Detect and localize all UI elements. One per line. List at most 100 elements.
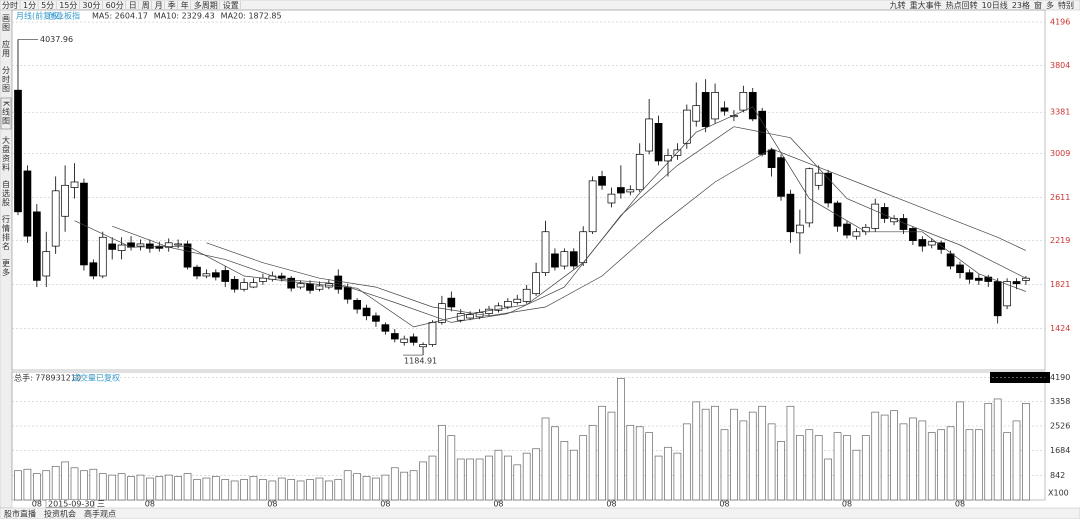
- candle-body: [249, 282, 258, 288]
- volume-bar: [108, 474, 117, 501]
- volume-bar: [993, 398, 1002, 501]
- side-tab[interactable]: 自选股: [2, 179, 11, 207]
- candle-body: [588, 180, 597, 233]
- candle-body: [183, 243, 192, 268]
- candle-body: [833, 202, 842, 227]
- annotation: 4037.96: [40, 35, 73, 44]
- candle-body: [146, 243, 154, 249]
- chart-subtitle: 创业板指: [48, 11, 80, 21]
- ma-line: [206, 148, 1027, 317]
- toolbar-button[interactable]: 热点回转: [946, 0, 978, 10]
- x-tick-label: 08: [380, 500, 390, 509]
- toolbar-button[interactable]: 15分: [59, 1, 77, 10]
- volume-bar: [230, 480, 239, 501]
- side-tab[interactable]: 画图: [2, 14, 11, 32]
- side-tab[interactable]: 更多: [2, 259, 11, 277]
- x-tick-label: 08: [719, 500, 729, 509]
- toolbar-button[interactable]: 特别: [1058, 0, 1074, 10]
- bottom-bar: [0, 507, 1080, 519]
- cursor-label: 2015-09-30 三: [48, 500, 105, 509]
- ma-legend: MA5: 2604.17: [92, 12, 148, 21]
- volume-bar: [654, 455, 663, 501]
- volume-bar: [598, 405, 606, 501]
- toolbar-button[interactable]: 23格: [1012, 0, 1030, 10]
- candle-body: [918, 239, 927, 247]
- toolbar-button[interactable]: 月: [155, 1, 163, 10]
- toolbar-button[interactable]: 重大事件: [910, 0, 942, 10]
- toolbar-button[interactable]: 周: [142, 1, 150, 10]
- candle-body: [485, 308, 493, 314]
- toolbar-button[interactable]: 多周期: [194, 0, 218, 10]
- toolbar-button[interactable]: 季: [168, 0, 176, 10]
- volume-bar: [720, 429, 729, 501]
- bottom-tab[interactable]: 高手观点: [84, 509, 116, 519]
- toolbar-button[interactable]: 多: [1046, 0, 1054, 10]
- candle-body: [108, 243, 117, 250]
- volume-bar: [14, 470, 22, 501]
- volume-bar: [447, 435, 456, 501]
- volume-unit: X100: [1048, 489, 1069, 498]
- toolbar-button[interactable]: 日: [129, 1, 137, 10]
- bottom-tab[interactable]: 股市直播: [4, 509, 36, 519]
- volume-bar: [532, 448, 540, 501]
- volume-bar: [353, 473, 361, 501]
- volume-bar: [946, 426, 955, 501]
- toolbar-button[interactable]: 九转: [890, 0, 906, 10]
- candle-body: [438, 303, 446, 323]
- candle-body: [626, 189, 635, 193]
- volume-bar: [277, 477, 286, 501]
- toolbar-button[interactable]: 1分: [23, 1, 36, 10]
- toolbar-button[interactable]: 60分: [106, 1, 124, 10]
- toolbar-button[interactable]: 10日线: [982, 0, 1008, 10]
- candle-body: [513, 298, 522, 303]
- volume-bar: [475, 458, 484, 501]
- candle-body: [767, 149, 776, 168]
- toolbar-button[interactable]: 分时: [2, 0, 18, 10]
- side-tab[interactable]: K线图: [2, 101, 11, 125]
- candle-body: [117, 244, 126, 251]
- y-tick-label: 1821: [1050, 280, 1070, 289]
- candle-body: [984, 276, 993, 282]
- x-tick-label: 08: [267, 500, 277, 509]
- volume-bar: [1003, 432, 1011, 501]
- toolbar-button[interactable]: 年: [181, 0, 189, 10]
- candle-body: [42, 251, 51, 277]
- y-tick-label: 2611: [1050, 193, 1070, 202]
- volume-bar: [334, 479, 343, 501]
- candle-body: [843, 223, 851, 236]
- volume-bar: [362, 476, 371, 501]
- volume-bar: [739, 420, 748, 501]
- candle-body: [805, 168, 814, 224]
- volume-bar: [956, 401, 964, 501]
- toolbar-button[interactable]: 设置: [223, 0, 239, 10]
- volume-bar: [871, 411, 880, 501]
- candle-body: [645, 118, 653, 152]
- candle-body: [334, 275, 343, 290]
- candle-body: [32, 211, 41, 281]
- volume-bar: [692, 401, 701, 501]
- volume-tick-label: 3358: [1050, 397, 1070, 406]
- side-tab[interactable]: 应用: [2, 39, 11, 58]
- side-tab[interactable]: 分时图: [2, 66, 11, 93]
- candle-body: [428, 322, 437, 345]
- toolbar-button[interactable]: 5分: [41, 1, 54, 10]
- volume-bar: [965, 429, 974, 501]
- x-tick-label: 08: [606, 500, 616, 509]
- candle-body: [786, 193, 795, 233]
- ma-legend: MA20: 1872.85: [221, 12, 282, 21]
- toolbar-button[interactable]: 30分: [82, 1, 100, 10]
- candle-body: [974, 277, 983, 281]
- side-tab[interactable]: 大盘资料: [2, 135, 11, 172]
- volume-bar: [296, 480, 305, 501]
- candle-body: [711, 92, 719, 120]
- bottom-tab[interactable]: 投资机会: [44, 509, 76, 519]
- toolbar-button[interactable]: 窗: [1034, 0, 1042, 10]
- candle-body: [569, 251, 578, 267]
- volume-bar: [767, 423, 776, 501]
- volume-bar: [315, 477, 324, 501]
- candle-body: [956, 264, 964, 274]
- volume-bar: [777, 441, 785, 501]
- side-tab[interactable]: 行情排名: [2, 214, 11, 251]
- candle-body: [70, 181, 79, 188]
- volume-tick-label: 4190: [1050, 373, 1070, 382]
